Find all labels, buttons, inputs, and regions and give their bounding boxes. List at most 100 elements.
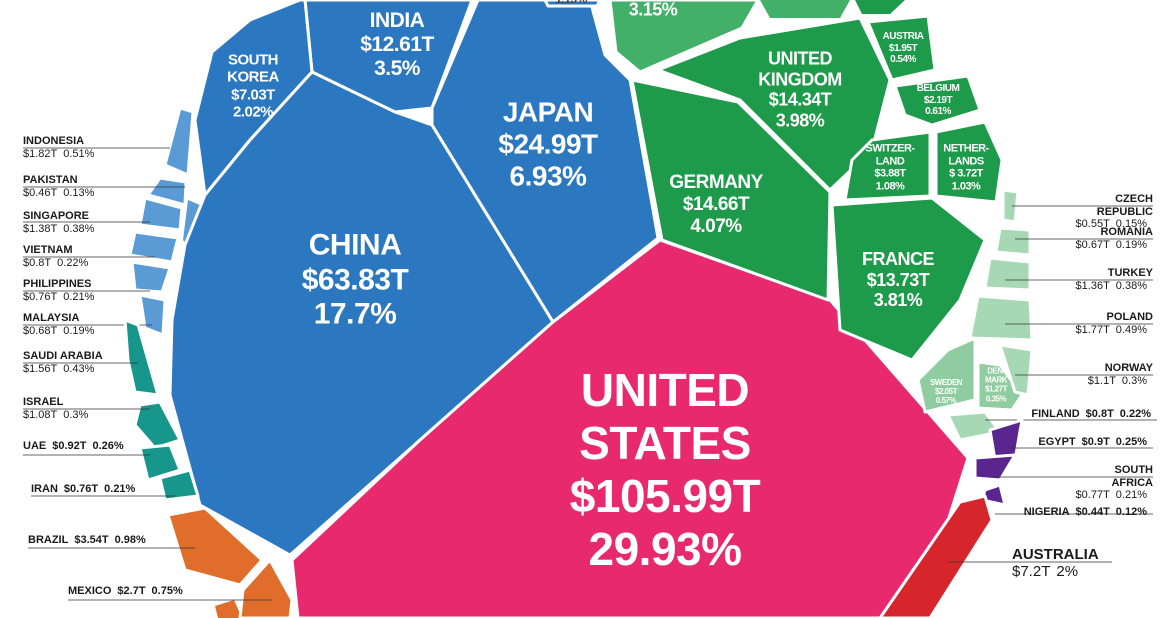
share-label: 3.5% <box>374 57 420 81</box>
country-cell <box>430 0 660 324</box>
country-cell <box>878 494 994 618</box>
country-cell <box>543 0 602 8</box>
value-row: $1.82T 0.51% <box>23 148 100 161</box>
country-cell <box>983 256 1032 292</box>
share-label: 0.3% <box>63 408 89 421</box>
share-label: 0.25% <box>1115 436 1147 448</box>
value-label: $14.66T <box>682 194 750 216</box>
country-cell <box>163 106 195 177</box>
share-label: 0.49% <box>1115 323 1147 336</box>
country-label: NETHER- LANDS $ 3.72T 1.03% <box>943 143 989 194</box>
value-label: $3.88T <box>874 168 906 180</box>
country-cell <box>656 16 892 192</box>
country-cell <box>988 418 1024 462</box>
value-label: $0.55T <box>1075 218 1110 231</box>
share-label: 0.38% <box>63 222 95 235</box>
share-label: 0.19% <box>63 324 95 337</box>
value-row: $1.77T 0.49% <box>1076 324 1153 337</box>
share-label: 0.54% <box>890 53 916 65</box>
value-label: $1.82T <box>23 147 58 160</box>
cell-decor <box>760 0 850 18</box>
share-label: 2.02% <box>232 103 274 121</box>
country-label: BRAZIL $3.54T 0.98% <box>28 534 152 547</box>
country-label: VIETNAM $0.8T 0.22% <box>23 244 94 269</box>
country-cell <box>934 120 1004 204</box>
value-label: $1.77T <box>1075 323 1110 336</box>
share-label: 17.7% <box>313 297 397 331</box>
country-cell <box>973 453 1017 482</box>
value-row: $0.46T 0.13% <box>23 187 100 200</box>
value-label: $1.95T <box>888 42 918 54</box>
value-label: $13.73T <box>866 269 930 290</box>
country-label: ISRAEL $1.08T 0.3% <box>23 396 94 421</box>
value-label: $ 3.72T <box>949 168 983 180</box>
value-label: $14.34T <box>768 90 832 110</box>
country-label: FRANCE $13.73T 3.81% <box>862 249 935 311</box>
value-row: $0.67T 0.19% <box>1076 239 1153 252</box>
country-cell <box>608 0 760 74</box>
share-label: 0.3% <box>1121 374 1147 387</box>
country-label: SOUTH KOREA $7.03T 2.02% <box>227 52 279 121</box>
country-label: IRAN $0.76T 0.21% <box>31 483 141 496</box>
country-cell <box>168 70 555 557</box>
country-name: ROMANIA <box>1100 226 1153 238</box>
country-cell <box>158 468 200 502</box>
country-name: NORWAY <box>1104 362 1153 374</box>
share-label: 0.21% <box>63 290 95 303</box>
country-label: MEXICO $2.7T 0.75% <box>68 585 189 598</box>
country-name: UAE <box>23 440 47 452</box>
value-label: $0.8T <box>1085 408 1114 420</box>
country-label: AUSTRIA $1.95T 0.54% <box>883 31 924 66</box>
value-label: $7.2T <box>1012 563 1051 581</box>
value-label: $0.77T <box>1075 489 1110 502</box>
value-row: $0.77T 0.21% <box>1076 489 1153 502</box>
value-row: $0.55T 0.15% <box>1076 218 1153 231</box>
share-label: 3.81% <box>873 290 923 311</box>
share-label: 2% <box>1056 563 1079 581</box>
value-label: $63.83T <box>301 262 409 296</box>
country-label: AUSTRALIA $7.2T 2% <box>1012 546 1099 581</box>
value-row: $0.76T 0.21% <box>23 291 100 304</box>
country-cell <box>238 558 294 618</box>
country-label: MALAYSIA $0.68T 0.19% <box>23 312 100 337</box>
country-label: UAE $0.92T 0.26% <box>23 440 130 453</box>
country-cell <box>893 74 982 127</box>
value-row: $1.1T 0.3% <box>1088 375 1153 388</box>
country-name: BRAZIL <box>28 534 69 546</box>
value-row: $0.68T 0.19% <box>23 325 100 338</box>
value-label: $0.44T <box>1075 506 1110 518</box>
value-label: $1.1T <box>1087 374 1116 387</box>
value-label: $24.99T <box>498 128 598 160</box>
country-cell <box>630 78 832 302</box>
share-label: 0.57% <box>935 396 957 406</box>
country-label: BELGIUM $2.19T 0.61% <box>917 83 960 118</box>
share-label: 0.51% <box>63 147 95 160</box>
country-name: INDIA <box>369 8 425 32</box>
value-label: $3.54T <box>74 534 109 546</box>
country-cell <box>994 226 1032 257</box>
share-label: 0.22% <box>57 256 89 269</box>
share-label: 3.15% <box>628 0 678 20</box>
country-name: SWEDEN <box>929 378 963 388</box>
country-label: SINGAPORE $1.38T 0.38% <box>23 210 100 235</box>
country-name: SAUDI ARABIA <box>23 350 103 362</box>
country-cell <box>968 294 1034 342</box>
value-label: $1.56T <box>23 362 58 375</box>
country-name: DEN- MARK <box>985 366 1008 385</box>
country-name: SINGAPORE <box>23 210 90 222</box>
country-cell <box>866 14 937 82</box>
country-cell <box>976 360 1024 412</box>
country-label: PHILIPPINES $0.76T 0.21% <box>23 278 100 303</box>
country-name: SWITZER- LAND <box>865 142 915 168</box>
country-label: NORWAY $1.1T 0.3% <box>1088 362 1153 387</box>
country-label: PAKISTAN $0.46T 0.13% <box>23 174 100 199</box>
country-name: GERMANY <box>669 172 763 194</box>
country-label: CHINA $63.83T 17.7% <box>302 228 409 332</box>
share-label: 0.13% <box>63 186 95 199</box>
value-label: $0.8T <box>23 256 52 269</box>
country-cell <box>130 260 172 294</box>
share-label: 0.43% <box>63 362 95 375</box>
country-name: TURKEY <box>1107 267 1153 279</box>
country-name: MALAYSIA <box>23 312 80 324</box>
